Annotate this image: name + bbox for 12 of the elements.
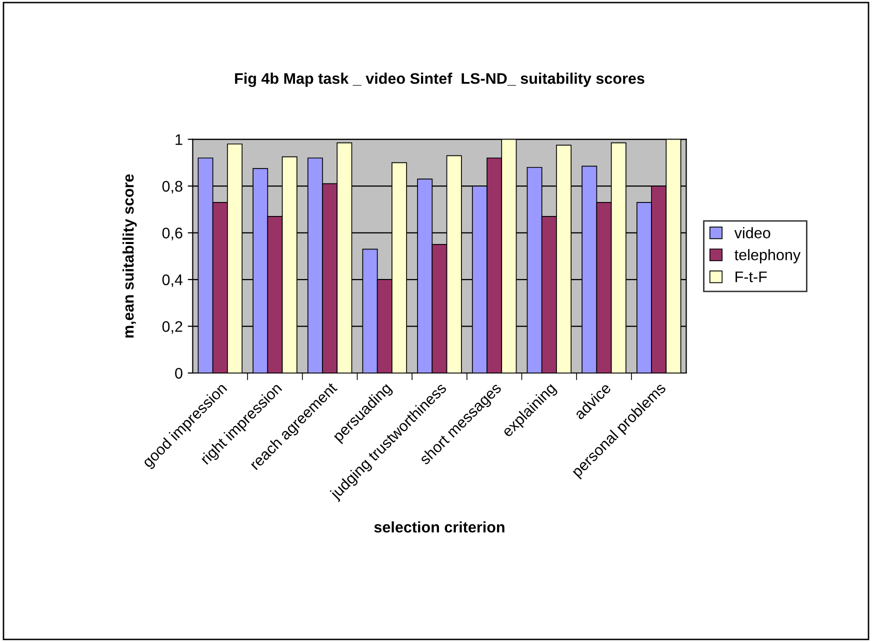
x-axis-title: selection criterion — [374, 521, 504, 533]
legend-label: telephony — [734, 249, 801, 264]
y-tick-label: 0,2 — [162, 321, 182, 334]
y-tick-label: 1 — [176, 134, 182, 145]
legend-label: video — [734, 227, 770, 238]
y-tick-label: 0 — [175, 368, 182, 379]
y-tick-label: 0,8 — [162, 180, 182, 194]
chart-title: Fig 4b Map task _ video Sintef LS-ND_ suitability scores — [235, 72, 644, 87]
y-tick-label: 0,6 — [162, 228, 182, 240]
y-axis-title: m,ean suitability score — [122, 174, 137, 338]
y-tick-label: 0,4 — [162, 274, 183, 288]
legend-label: F-t-F — [736, 272, 767, 282]
